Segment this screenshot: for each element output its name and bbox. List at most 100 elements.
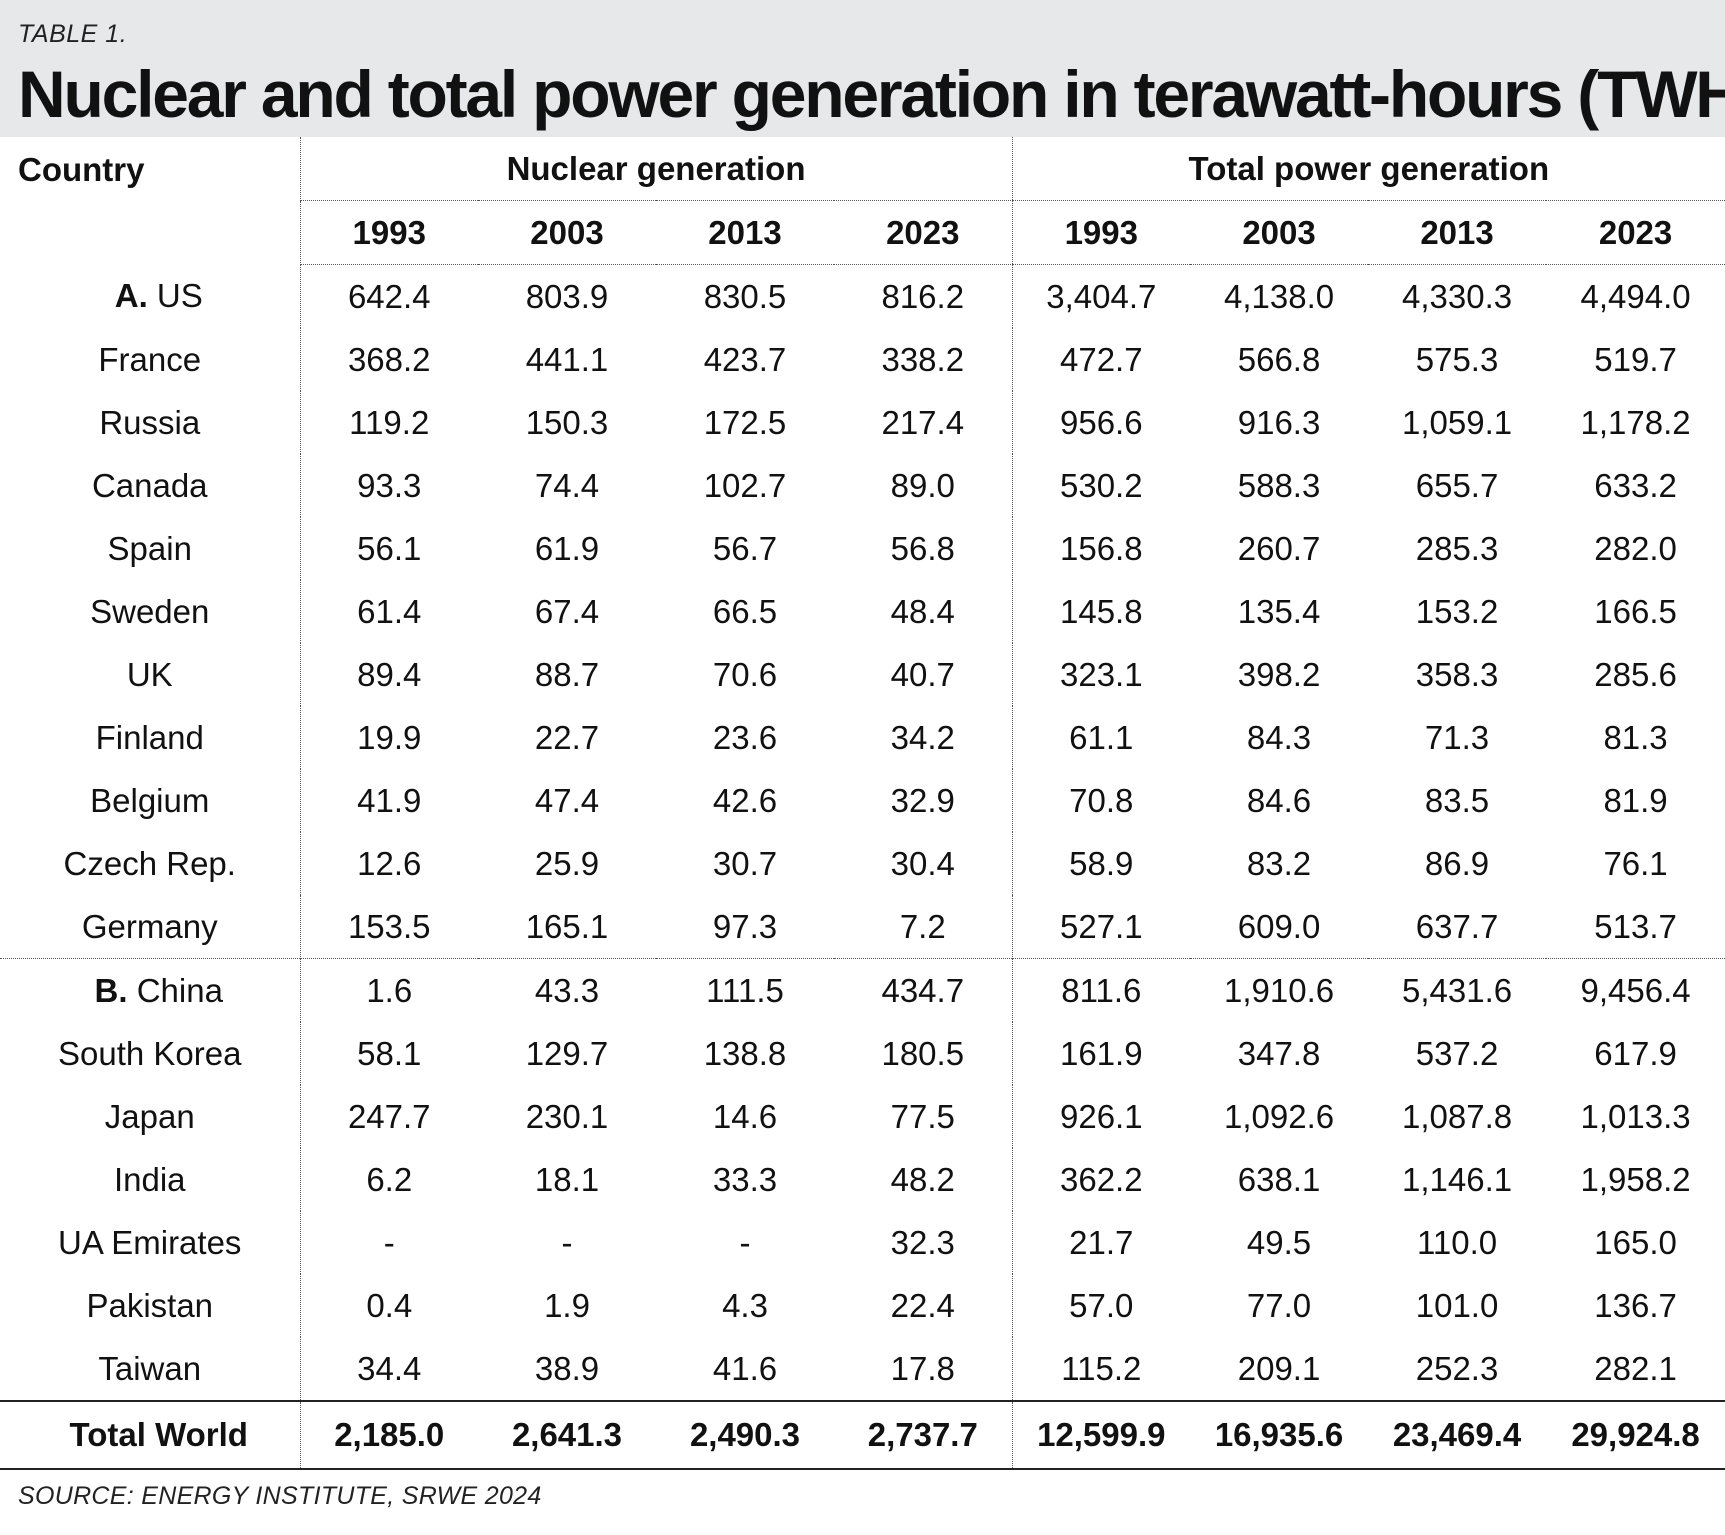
total-value-cell: 537.2	[1415, 1034, 1499, 1072]
table-body: A. US 642.4 803.9 830.5 816.2 3,404.7 4,138.0 4…	[0, 264, 1725, 1470]
nuclear-value-cell: 40.7	[890, 655, 955, 693]
country-cell: Canada	[0, 454, 300, 517]
total-value-cell: 1,958.2	[1580, 1160, 1691, 1198]
total-value-cell: 83.2	[1246, 844, 1312, 882]
total-value-cell: 110.0	[1416, 1223, 1498, 1261]
total-value-cell: 58.9	[1011, 832, 1191, 895]
table-row: Japan 247.7 230.1 14.6 77.5 926.1 1,092.6 1,087…	[0, 1085, 1725, 1148]
country-cell: Sweden	[0, 580, 300, 643]
nuclear-value-cell: 2,185.0	[299, 1400, 478, 1470]
total-value-cell: 86.9	[1424, 844, 1490, 882]
country-cell: Pakistan	[0, 1274, 300, 1337]
year-header: 2023	[834, 200, 1013, 265]
total-value-cell: 21.7	[1011, 1211, 1191, 1274]
source-note: SOURCE: ENERGY INSTITUTE, SRWE 2024	[18, 1482, 542, 1510]
total-group-header: Total power generation	[1011, 137, 1725, 201]
country-name: Japan	[104, 1097, 195, 1135]
year-header: 1993	[1011, 200, 1191, 265]
total-value-cell: 5,431.6	[1368, 958, 1547, 1022]
country-column-header: Country	[18, 151, 145, 188]
total-value-cell: 566.8	[1237, 340, 1321, 378]
nuclear-value-cell: 338.2	[881, 340, 965, 378]
table-row: Spain 56.1 61.9 56.7 56.8 156.8 260.7 285.3 282.…	[0, 517, 1725, 580]
total-world-row: Total World 2,185.0 2,641.3 2,490.3 2,737.7 1…	[0, 1400, 1725, 1470]
total-value-cell: 81.9	[1603, 781, 1668, 819]
nuclear-value-cell: 32.3	[890, 1223, 955, 1261]
country-cell: Belgium	[0, 769, 300, 832]
country-cell: Russia	[0, 391, 300, 454]
nuclear-value-cell: 77.5	[890, 1097, 955, 1135]
nuclear-value-cell: 17.8	[890, 1349, 955, 1387]
nuclear-value-cell: 22.7	[534, 718, 600, 756]
section-letter: B.	[94, 971, 128, 1009]
nuclear-value-cell: 138.8	[703, 1034, 787, 1072]
total-value-cell: 655.7	[1415, 466, 1499, 504]
country-cell: South Korea	[0, 1022, 300, 1085]
country-name: Belgium	[90, 781, 210, 819]
total-value-cell: 1,013.3	[1580, 1097, 1691, 1135]
total-value-cell: 3,404.7	[1011, 264, 1191, 328]
power-generation-table: Country Nuclear generation Total power g…	[0, 137, 1725, 1470]
total-value-cell: 153.2	[1415, 592, 1499, 630]
nuclear-value-cell: 74.4	[534, 466, 600, 504]
year-header: 2003	[478, 200, 656, 265]
total-value-cell: 1,092.6	[1223, 1097, 1335, 1135]
nuclear-value-cell: 642.4	[299, 264, 478, 328]
nuclear-value-cell: 12.6	[299, 832, 478, 895]
nuclear-value-cell: 434.7	[834, 958, 1013, 1022]
total-value-cell: 282.0	[1594, 529, 1677, 567]
nuclear-value-cell: 803.9	[525, 277, 609, 315]
nuclear-value-cell: 0.4	[299, 1274, 478, 1337]
year-header: 2023	[1546, 200, 1725, 265]
total-world-label: Total World	[0, 1400, 300, 1470]
table-row: Pakistan 0.4 1.9 4.3 22.4 57.0 77.0 101.0 136.7	[0, 1274, 1725, 1337]
nuclear-value-cell: 56.1	[299, 517, 478, 580]
table-row: Germany 153.5 165.1 97.3 7.2 527.1 609.0 637.7 5…	[0, 895, 1725, 959]
nuclear-value-cell: 119.2	[299, 391, 478, 454]
table-row: UK 89.4 88.7 70.6 40.7 323.1 398.2 358.3 285.6	[0, 643, 1725, 706]
nuclear-value-cell: 441.1	[525, 340, 609, 378]
total-value-cell: 519.7	[1594, 340, 1677, 378]
nuclear-value-cell: -	[299, 1211, 478, 1274]
nuclear-value-cell: 2,737.7	[834, 1400, 1013, 1470]
table-row: India 6.2 18.1 33.3 48.2 362.2 638.1 1,146.1 1,9…	[0, 1148, 1725, 1211]
nuclear-value-cell: 89.4	[299, 643, 478, 706]
nuclear-value-cell: -	[561, 1223, 573, 1261]
table-title: Nuclear and total power generation in te…	[18, 57, 1725, 131]
nuclear-value-cell: 41.9	[299, 769, 478, 832]
country-name: US	[156, 277, 203, 315]
total-value-cell: 136.7	[1594, 1286, 1677, 1324]
total-value-cell: 101.0	[1415, 1286, 1499, 1324]
year-header: 2003	[1190, 200, 1369, 265]
total-value-cell: 209.1	[1237, 1349, 1321, 1387]
nuclear-value-cell: 48.2	[890, 1160, 955, 1198]
country-name: Spain	[107, 529, 192, 567]
total-value-cell: 145.8	[1011, 580, 1191, 643]
country-cell: B. China	[0, 958, 300, 1022]
nuclear-value-cell: 30.4	[890, 844, 955, 882]
nuclear-value-cell: 129.7	[525, 1034, 609, 1072]
nuclear-value-cell: 41.6	[712, 1349, 778, 1387]
nuclear-value-cell: 230.1	[525, 1097, 609, 1135]
nuclear-value-cell: 6.2	[299, 1148, 478, 1211]
country-name: China	[136, 971, 223, 1009]
total-value-cell: 12,599.9	[1011, 1400, 1191, 1470]
nuclear-value-cell: 61.4	[299, 580, 478, 643]
nuclear-value-cell: 97.3	[712, 907, 778, 945]
total-value-cell: 84.3	[1246, 718, 1312, 756]
nuclear-value-cell: 34.2	[890, 718, 955, 756]
total-value-cell: 472.7	[1011, 328, 1191, 391]
total-value-cell: 115.2	[1011, 1337, 1191, 1401]
year-header: 1993	[299, 200, 478, 265]
total-value-cell: 9,456.4	[1546, 958, 1725, 1022]
nuclear-value-cell: 47.4	[534, 781, 600, 819]
country-name: Sweden	[90, 592, 210, 630]
country-name: South Korea	[58, 1034, 242, 1072]
nuclear-value-cell: 1.9	[544, 1286, 590, 1324]
total-value-cell: 398.2	[1237, 655, 1321, 693]
total-value-cell: 166.5	[1594, 592, 1677, 630]
table-row: France 368.2 441.1 423.7 338.2 472.7 566.8 575.…	[0, 328, 1725, 391]
total-value-cell: 81.3	[1603, 718, 1668, 756]
total-value-cell: 282.1	[1594, 1349, 1677, 1387]
total-value-cell: 57.0	[1011, 1274, 1191, 1337]
